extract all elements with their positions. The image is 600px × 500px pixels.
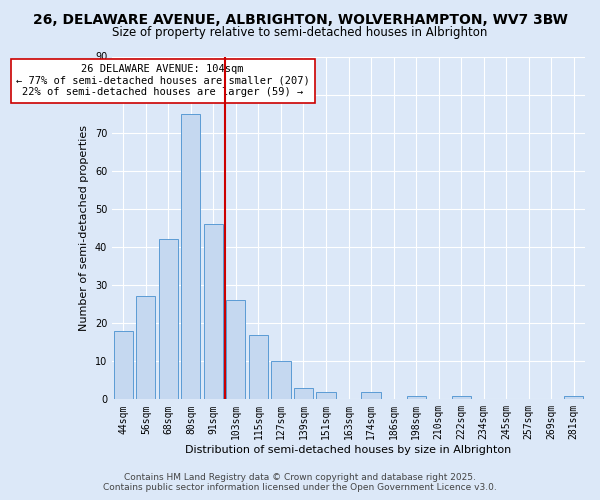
Bar: [249, 334, 268, 400]
Text: Contains HM Land Registry data © Crown copyright and database right 2025.
Contai: Contains HM Land Registry data © Crown c…: [103, 473, 497, 492]
Bar: [294, 388, 313, 400]
Text: 26, DELAWARE AVENUE, ALBRIGHTON, WOLVERHAMPTON, WV7 3BW: 26, DELAWARE AVENUE, ALBRIGHTON, WOLVERH…: [32, 12, 568, 26]
Bar: [316, 392, 335, 400]
Text: 26 DELAWARE AVENUE: 104sqm
← 77% of semi-detached houses are smaller (207)
22% o: 26 DELAWARE AVENUE: 104sqm ← 77% of semi…: [16, 64, 310, 98]
X-axis label: Distribution of semi-detached houses by size in Albrighton: Distribution of semi-detached houses by …: [185, 445, 512, 455]
Bar: [564, 396, 583, 400]
Bar: [136, 296, 155, 400]
Bar: [271, 361, 290, 400]
Bar: [159, 240, 178, 400]
Bar: [226, 300, 245, 400]
Bar: [114, 331, 133, 400]
Y-axis label: Number of semi-detached properties: Number of semi-detached properties: [79, 125, 89, 331]
Bar: [204, 224, 223, 400]
Bar: [407, 396, 425, 400]
Bar: [361, 392, 380, 400]
Text: Size of property relative to semi-detached houses in Albrighton: Size of property relative to semi-detach…: [112, 26, 488, 39]
Bar: [181, 114, 200, 400]
Bar: [452, 396, 471, 400]
